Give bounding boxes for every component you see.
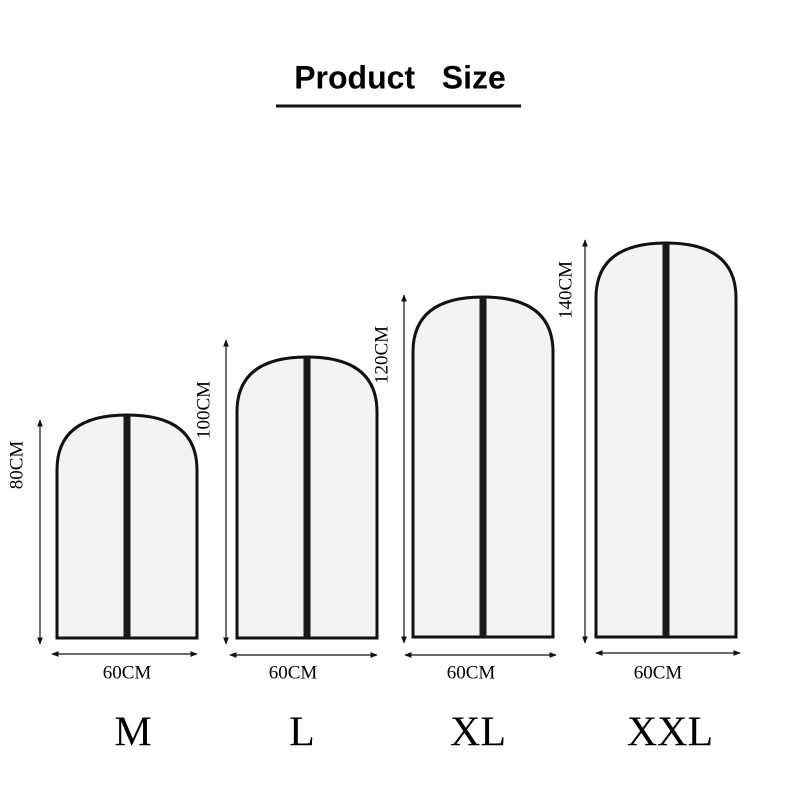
zipper xyxy=(303,357,311,638)
height-label: 100CM xyxy=(193,381,214,439)
height-label: 120CM xyxy=(371,326,392,384)
zipper xyxy=(479,297,487,637)
size-label: M xyxy=(114,710,151,756)
width-label: 60CM xyxy=(269,662,318,683)
width-label: 60CM xyxy=(634,662,683,683)
width-label: 60CM xyxy=(103,662,152,683)
garment-bag: 100CM 60CM L xyxy=(193,339,379,756)
garment-bag: 140CM 60CM XXL xyxy=(555,239,741,756)
height-label: 140CM xyxy=(555,261,576,319)
bags: 80CM 60CM M 100CM 60CM L 120CM 60CM XL 140CM 60CM X… xyxy=(6,239,741,756)
size-label: XL xyxy=(450,710,506,756)
garment-bag: 120CM 60CM XL xyxy=(371,294,557,756)
garment-bag: 80CM 60CM M xyxy=(6,413,199,756)
zipper xyxy=(662,243,670,637)
height-label: 80CM xyxy=(6,441,27,490)
title: Product Size xyxy=(294,59,506,95)
size-label: XXL xyxy=(627,710,713,756)
size-label: L xyxy=(289,710,315,756)
width-label: 60CM xyxy=(447,662,496,683)
zipper xyxy=(123,415,131,638)
